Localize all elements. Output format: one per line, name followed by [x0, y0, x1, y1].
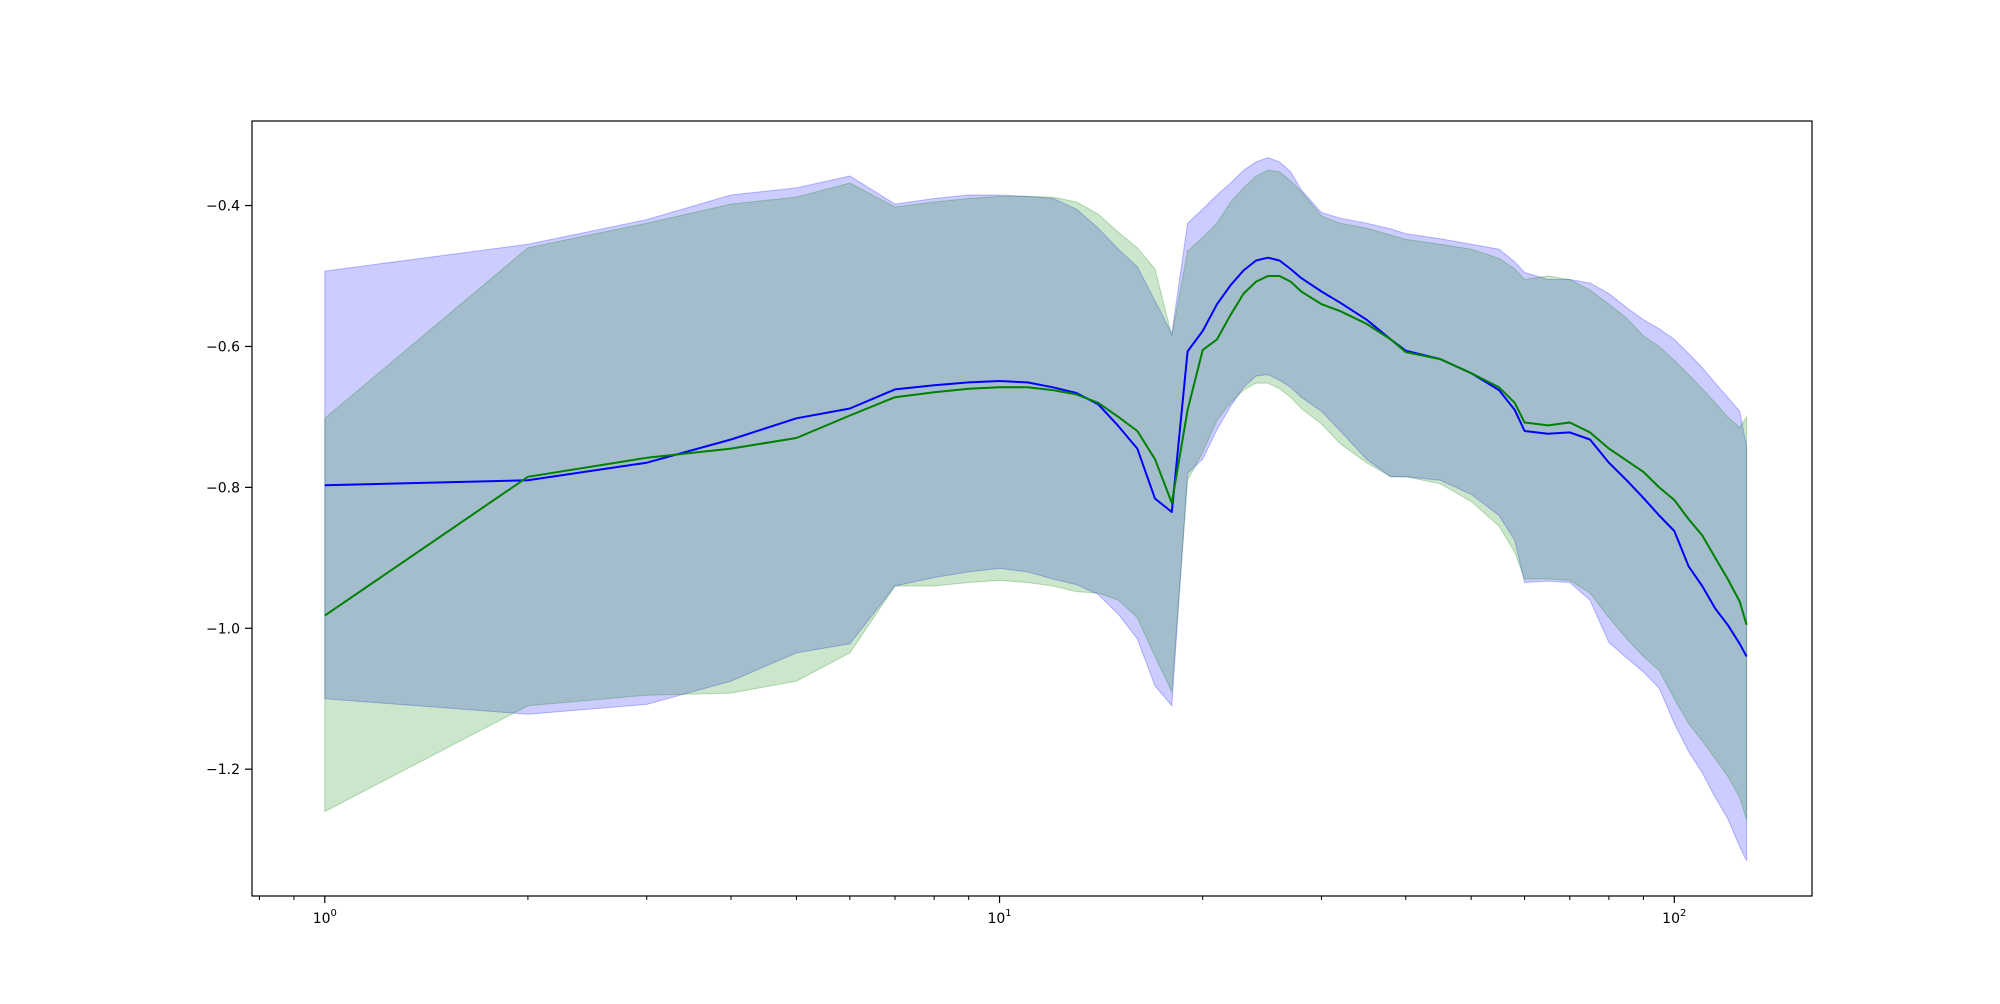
series-2-band — [324, 169, 1748, 821]
confidence-bands — [324, 157, 1748, 862]
y-tick-label: −0.6 — [206, 339, 240, 355]
series-1-line — [324, 256, 1748, 657]
y-tick-label: −1.0 — [206, 621, 240, 637]
y-tick-label: −1.2 — [206, 762, 240, 778]
x-tick-label: 100 — [313, 908, 337, 927]
series-lines — [324, 256, 1748, 657]
y-axis: −0.4 −0.6 −0.8 −1.0 −1.2 — [206, 199, 252, 778]
x-axis: 100 101 102 — [258, 896, 1686, 927]
series-2-line — [324, 275, 1748, 626]
series-1-band — [324, 157, 1748, 862]
plot-area-frame — [251, 120, 1813, 897]
x-tick-label: 101 — [987, 908, 1011, 927]
y-tick-label: −0.8 — [206, 480, 240, 496]
y-tick-label: −0.4 — [206, 199, 240, 215]
x-tick-label: 102 — [1662, 908, 1686, 927]
